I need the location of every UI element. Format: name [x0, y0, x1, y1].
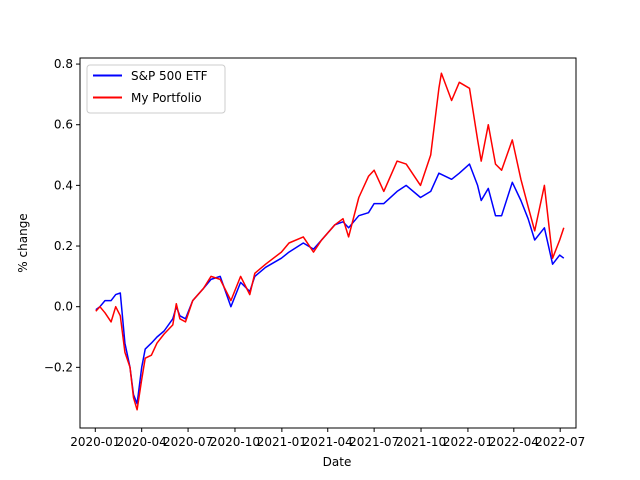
legend-label-sp500: S&P 500 ETF	[131, 69, 208, 83]
x-tick-label: 2022-04	[489, 435, 539, 449]
y-tick-label: −0.2	[44, 360, 73, 374]
x-tick-label: 2020-04	[117, 435, 167, 449]
y-tick-label: 0.4	[54, 178, 73, 192]
x-axis-label: Date	[323, 455, 352, 469]
x-tick-label: 2020-07	[163, 435, 213, 449]
series-line-portfolio	[95, 72, 565, 411]
legend: S&P 500 ETF My Portfolio	[86, 64, 226, 114]
legend-box	[86, 64, 226, 114]
x-tick-label: 2022-07	[535, 435, 585, 449]
y-tick-label: 0.8	[54, 57, 73, 71]
y-axis-label: % change	[16, 213, 30, 272]
series-line-sp500	[95, 163, 565, 405]
y-axis: −0.2 0.0 0.2 0.4 0.6 0.8	[44, 57, 80, 374]
y-tick-label: 0.0	[54, 300, 73, 314]
x-tick-label: 2021-07	[349, 435, 399, 449]
x-tick-label: 2022-01	[443, 435, 493, 449]
x-axis: 2020-012020-042020-072020-102021-012021-…	[70, 428, 585, 449]
x-tick-label: 2021-10	[396, 435, 446, 449]
legend-label-portfolio: My Portfolio	[131, 91, 202, 105]
series-layer	[95, 72, 565, 411]
x-tick-label: 2020-01	[70, 435, 120, 449]
y-tick-label: 0.2	[54, 239, 73, 253]
x-tick-label: 2021-01	[257, 435, 307, 449]
y-tick-label: 0.6	[54, 118, 73, 132]
x-tick-label: 2021-04	[303, 435, 353, 449]
x-tick-label: 2020-10	[210, 435, 260, 449]
